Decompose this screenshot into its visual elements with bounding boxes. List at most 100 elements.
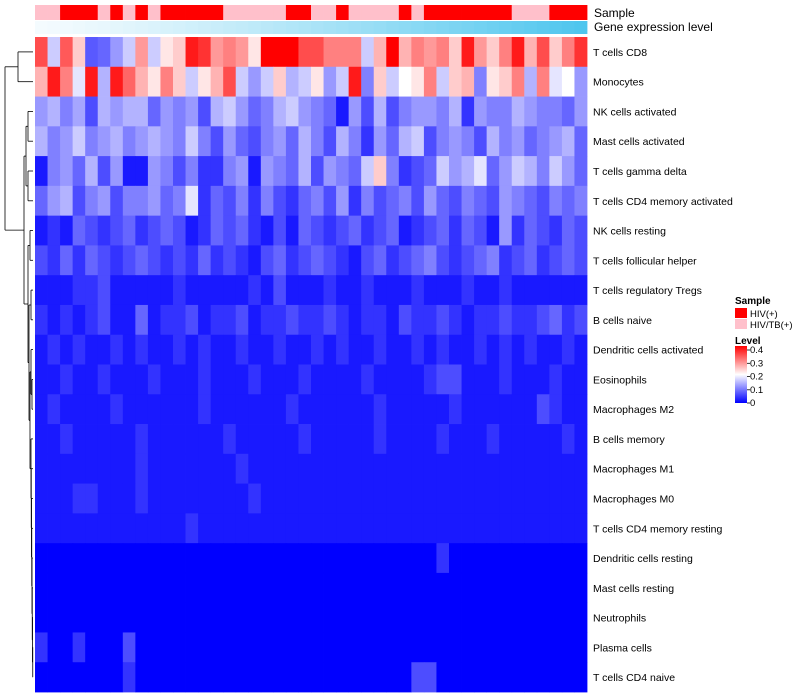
heatmap-cell [574, 483, 588, 514]
row-dendrogram [4, 51, 34, 678]
heatmap-cell [511, 185, 525, 217]
heatmap-cell [122, 334, 136, 365]
heatmap-cell [449, 602, 462, 633]
legend-tick-label: 0.4 [750, 345, 763, 356]
heatmap-cell [285, 275, 299, 306]
heatmap-cell [361, 245, 375, 276]
legend-tick-label: 0.3 [750, 358, 763, 369]
heatmap-cell [536, 453, 550, 484]
heatmap-cell [474, 662, 488, 693]
heatmap-cell [85, 632, 99, 663]
heatmap-cell [511, 513, 525, 544]
heatmap-cell [135, 156, 149, 187]
sample-annotation-cell [298, 5, 312, 20]
heatmap-cell [336, 483, 350, 514]
sample-annotation-cell [361, 5, 375, 20]
heatmap-cell [398, 543, 412, 574]
heatmap-cell [47, 483, 61, 514]
sample-annotation-cell [47, 5, 61, 20]
heatmap-cell [260, 513, 274, 544]
heatmap-cell [449, 96, 462, 127]
legend-ticks: 0.4 0.3 0.2 0.1 0 [747, 345, 763, 409]
heatmap-cell [110, 632, 124, 663]
heatmap-cell [97, 245, 111, 276]
sample-annotation-cell [248, 5, 262, 20]
heatmap-cell [173, 453, 186, 484]
heatmap-cell [561, 483, 575, 514]
heatmap-cell [549, 453, 563, 484]
heatmap-cell [135, 602, 149, 633]
heatmap-cell [185, 245, 199, 276]
heatmap-cell [160, 513, 174, 544]
heatmap-cell [223, 245, 237, 276]
heatmap-cell [198, 304, 212, 336]
heatmap-cell [561, 364, 575, 395]
heatmap-cell [122, 453, 136, 484]
heatmap-cell [135, 215, 149, 246]
heatmap-cell [511, 334, 525, 365]
heatmap-cell [561, 334, 575, 365]
heatmap-cell [336, 156, 350, 187]
heatmap-cell [273, 513, 287, 544]
heatmap-cell [336, 662, 350, 693]
heatmap-cell [260, 334, 274, 365]
heatmap-cell [72, 602, 86, 633]
row-label: T cells follicular helper [593, 255, 697, 267]
heatmap-cell [323, 572, 337, 604]
row-labels: T cells CD8 Monocytes NK cells activated Ma… [593, 47, 733, 684]
heatmap-cell [348, 602, 362, 633]
heatmap-cell [323, 513, 337, 544]
heatmap-cell [311, 37, 324, 68]
heatmap-cell [160, 453, 174, 484]
heatmap-cell [72, 156, 86, 187]
heatmap-cell [561, 304, 575, 336]
heatmap-cell [72, 543, 86, 574]
heatmap-cell [173, 126, 186, 157]
heatmap-cell [411, 245, 425, 276]
heatmap-cell [574, 304, 588, 336]
heatmap-cell [160, 543, 174, 574]
heatmap-cell [160, 304, 174, 336]
heatmap-cell [423, 334, 437, 365]
heatmap-cell [486, 424, 500, 455]
sample-annotation-cell [160, 5, 174, 20]
sample-annotation-cell [461, 5, 475, 20]
heatmap-cell [574, 245, 588, 276]
heatmap-cell [361, 483, 375, 514]
row-label: NK cells activated [593, 106, 677, 118]
heatmap-cell [511, 37, 525, 68]
heatmap-cell [423, 632, 437, 663]
heatmap-cell [223, 662, 237, 693]
heatmap-cell [549, 602, 563, 633]
heatmap-cell [97, 513, 111, 544]
heatmap-cell [511, 394, 525, 425]
heatmap-cell [147, 572, 161, 604]
heatmap-cell [398, 96, 412, 127]
heatmap-cell [60, 453, 74, 484]
heatmap-cell [210, 275, 224, 306]
heatmap-cell [536, 364, 550, 395]
heatmap-cell [273, 275, 287, 306]
heatmap-cell [461, 394, 475, 425]
heatmap-cell [210, 126, 224, 157]
heatmap-cell [110, 37, 124, 68]
expression-annotation-cell [273, 21, 287, 34]
heatmap-cell [373, 602, 387, 633]
heatmap-cell [361, 364, 375, 395]
heatmap-cell [185, 424, 199, 455]
heatmap-cell [223, 572, 237, 604]
heatmap-cell [235, 126, 249, 157]
row-label: T cells regulatory Tregs [593, 285, 702, 297]
heatmap-cell [135, 364, 149, 395]
row-label: Macrophages M1 [593, 464, 674, 476]
heatmap-cell [373, 334, 387, 365]
heatmap-cell [35, 215, 48, 246]
heatmap-cell [110, 334, 124, 365]
sample-annotation-cell [185, 5, 199, 20]
heatmap-cell [386, 543, 400, 574]
heatmap-cell [185, 543, 199, 574]
heatmap-cell [85, 662, 99, 693]
heatmap-cell [386, 424, 400, 455]
heatmap-cell [135, 126, 149, 157]
heatmap-cell [298, 394, 312, 425]
